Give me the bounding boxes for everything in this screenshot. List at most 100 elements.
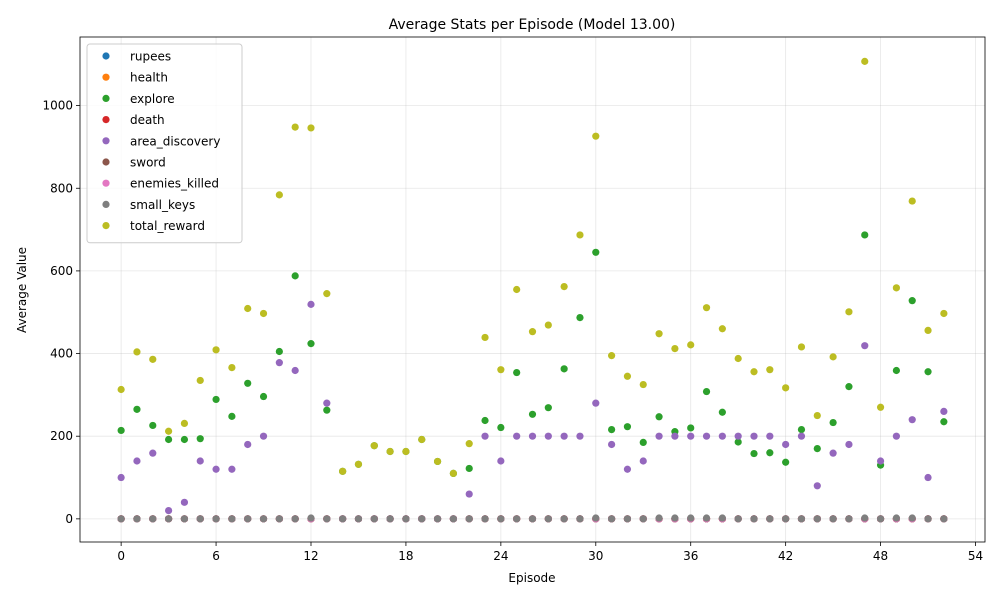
data-point	[908, 297, 916, 305]
y-tick-label: 800	[50, 181, 73, 195]
legend: rupees health explore death area_discoverysw…	[86, 43, 243, 244]
data-point	[544, 321, 552, 329]
data-point	[671, 514, 679, 522]
data-point	[228, 465, 236, 473]
data-point	[465, 490, 473, 498]
data-point	[702, 304, 711, 312]
data-point	[592, 132, 600, 140]
data-point	[307, 514, 315, 522]
legend-marker	[102, 137, 110, 145]
data-point	[528, 410, 537, 418]
data-point	[117, 385, 125, 394]
data-point	[608, 352, 616, 360]
data-point	[813, 482, 821, 490]
data-point	[908, 416, 916, 424]
legend-label: enemies_killed	[130, 177, 219, 191]
data-point	[560, 283, 568, 291]
data-point	[481, 432, 489, 440]
data-point	[702, 432, 711, 440]
data-point	[861, 57, 869, 65]
data-point	[291, 366, 299, 375]
data-point	[576, 515, 584, 523]
data-point	[623, 423, 632, 431]
legend-marker	[102, 52, 110, 60]
data-point	[940, 407, 948, 416]
axes: 0 6 12 18 24 30 36 42 48 54 0 200 400 600 800 1000	[42, 99, 983, 563]
data-point	[449, 515, 457, 523]
legend-label: rupees	[130, 50, 171, 64]
data-point	[149, 449, 157, 457]
data-point	[465, 440, 473, 448]
data-point	[339, 467, 347, 475]
legend-label: sword	[130, 156, 166, 170]
data-point	[180, 419, 189, 427]
legend-label: health	[130, 71, 168, 85]
data-point	[924, 368, 932, 376]
data-point	[544, 432, 552, 440]
data-point	[386, 447, 394, 456]
data-point	[180, 435, 189, 444]
data-point	[165, 435, 173, 444]
x-tick-label: 54	[968, 549, 983, 563]
data-point	[861, 231, 869, 239]
data-point	[829, 449, 837, 457]
y-tick-label: 0	[65, 512, 73, 526]
data-point	[323, 399, 331, 407]
data-point	[196, 376, 204, 385]
data-point	[829, 418, 837, 427]
data-point	[671, 432, 679, 440]
data-point	[149, 355, 157, 363]
x-tick-label: 6	[212, 549, 220, 563]
data-point	[734, 438, 742, 446]
data-point	[481, 416, 489, 425]
data-point	[497, 515, 505, 523]
data-point	[766, 515, 774, 523]
legend-marker	[102, 116, 110, 124]
data-point	[275, 359, 283, 367]
data-point	[718, 514, 726, 522]
data-points	[117, 57, 948, 523]
data-point	[244, 515, 252, 523]
data-point	[592, 248, 600, 256]
data-point	[402, 515, 410, 523]
data-point	[133, 348, 141, 356]
data-point	[797, 343, 806, 351]
data-point	[323, 406, 331, 414]
data-point	[149, 515, 157, 523]
data-point	[592, 399, 600, 407]
data-point	[576, 432, 584, 440]
data-point	[244, 304, 252, 313]
data-point	[133, 405, 141, 413]
data-point	[892, 284, 900, 292]
data-point	[180, 498, 189, 506]
data-point	[845, 308, 853, 316]
legend-label: small_keys	[130, 198, 195, 212]
data-point	[117, 515, 125, 523]
data-point	[766, 432, 774, 440]
data-point	[876, 403, 885, 411]
data-point	[165, 506, 173, 515]
data-point	[639, 380, 647, 389]
data-point	[307, 124, 315, 132]
data-point	[655, 432, 663, 440]
data-point	[671, 344, 679, 353]
data-point	[750, 515, 758, 523]
data-point	[576, 231, 584, 239]
y-tick-label: 200	[50, 429, 73, 443]
data-point	[370, 442, 378, 450]
data-point	[829, 353, 837, 361]
data-point	[608, 425, 616, 434]
data-point	[876, 515, 885, 523]
data-point	[259, 432, 268, 440]
plot-frame	[79, 36, 986, 543]
data-point	[639, 457, 647, 465]
data-point	[687, 341, 695, 349]
data-point	[244, 379, 252, 387]
data-point	[718, 432, 726, 440]
data-point	[354, 515, 363, 523]
data-point	[655, 330, 663, 338]
data-point	[180, 515, 189, 523]
data-point	[259, 392, 268, 401]
y-tick-label: 400	[50, 347, 73, 361]
